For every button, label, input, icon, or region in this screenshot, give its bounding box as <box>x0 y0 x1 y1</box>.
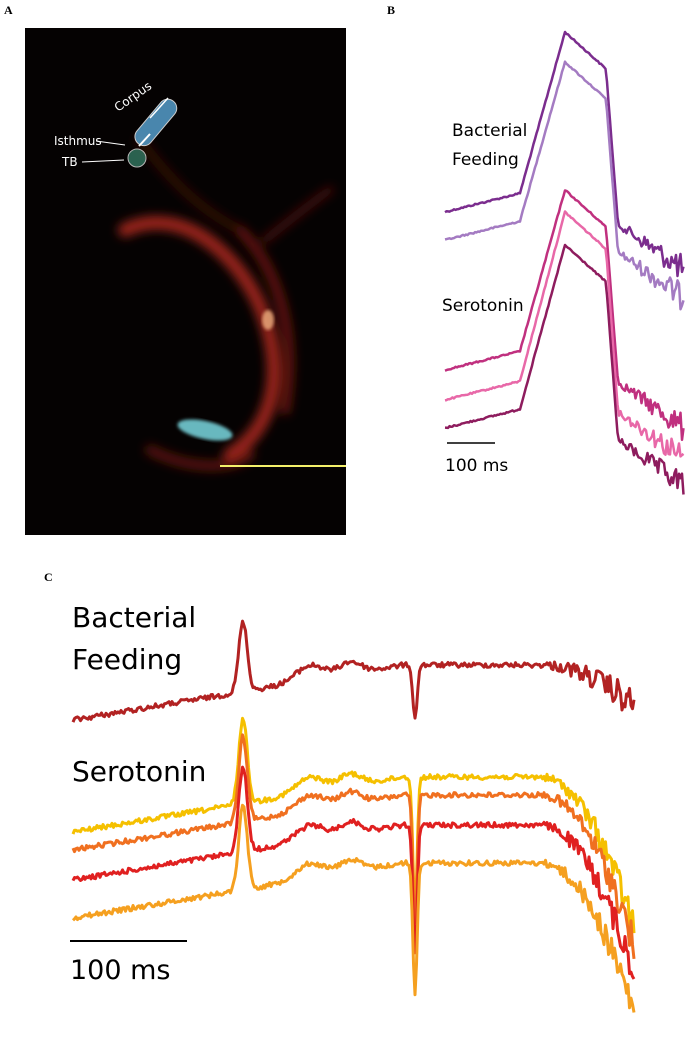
scale-bar-label: 100 ms <box>445 456 508 476</box>
annotation: Isthmus <box>54 134 102 148</box>
traces <box>444 30 685 495</box>
scale-bar-label: 100 ms <box>70 955 171 986</box>
condition-label: Bacterial <box>72 601 196 634</box>
trace <box>444 189 685 442</box>
condition-label: Serotonin <box>72 755 206 788</box>
trace <box>71 716 636 934</box>
panel-label: C <box>44 570 53 584</box>
condition-label: Serotonin <box>442 296 524 316</box>
condition-label: Feeding <box>72 643 182 676</box>
trace <box>71 619 636 723</box>
micrograph <box>25 28 346 535</box>
panel-label: A <box>4 3 13 17</box>
trace <box>71 803 636 1013</box>
trace <box>444 60 685 311</box>
condition-label: Feeding <box>452 150 519 170</box>
annotation: TB <box>61 155 78 169</box>
traces <box>71 619 636 1013</box>
trace <box>444 243 685 495</box>
trace <box>71 765 636 980</box>
condition-label: Bacterial <box>452 121 527 141</box>
trace <box>71 733 636 960</box>
panel-label: B <box>387 3 395 17</box>
trace <box>444 30 685 278</box>
trace <box>444 210 685 458</box>
